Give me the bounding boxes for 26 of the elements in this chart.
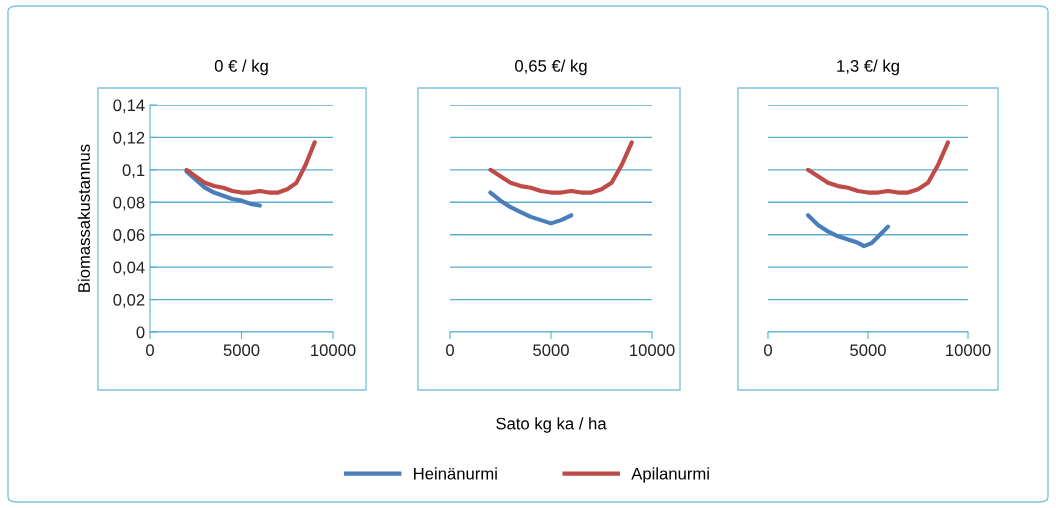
y-tick-label: 0,14 (113, 99, 145, 114)
x-tick-label: 5000 (223, 344, 260, 357)
x-tick-label: 0 (146, 344, 154, 357)
x-tick-label: 5000 (533, 344, 569, 357)
x-tick-label: 10000 (311, 344, 356, 357)
x-tick-label: 10000 (630, 344, 675, 357)
chart-title: 0 € / kg (214, 59, 268, 76)
y-tick-label: 0,08 (113, 196, 145, 211)
x-tick-label: 0 (764, 344, 772, 357)
y-axis-title: Biomassakustannus (77, 144, 90, 292)
chart-title: 0,65 €/ kg (515, 59, 587, 76)
chart-title: 1,3 €/ kg (837, 59, 899, 76)
y-tick-label: 0 (136, 326, 145, 339)
y-tick-label: 0,06 (113, 229, 145, 243)
y-tick-label: 0,1 (122, 164, 145, 179)
x-tick-label: 0 (446, 344, 454, 357)
x-tick-label: 10000 (946, 344, 991, 357)
legend-label: Heinänurmi (414, 467, 497, 480)
x-axis-title: Sato kg ka / ha (496, 417, 607, 433)
x-tick-label: 5000 (850, 344, 886, 357)
y-tick-label: 0,12 (113, 131, 145, 146)
legend-label: Apilanurmi (631, 467, 709, 483)
y-tick-label: 0,02 (113, 293, 145, 308)
y-tick-label: 0,04 (113, 261, 145, 276)
line-series (184, 169, 262, 208)
line-series (184, 140, 317, 195)
